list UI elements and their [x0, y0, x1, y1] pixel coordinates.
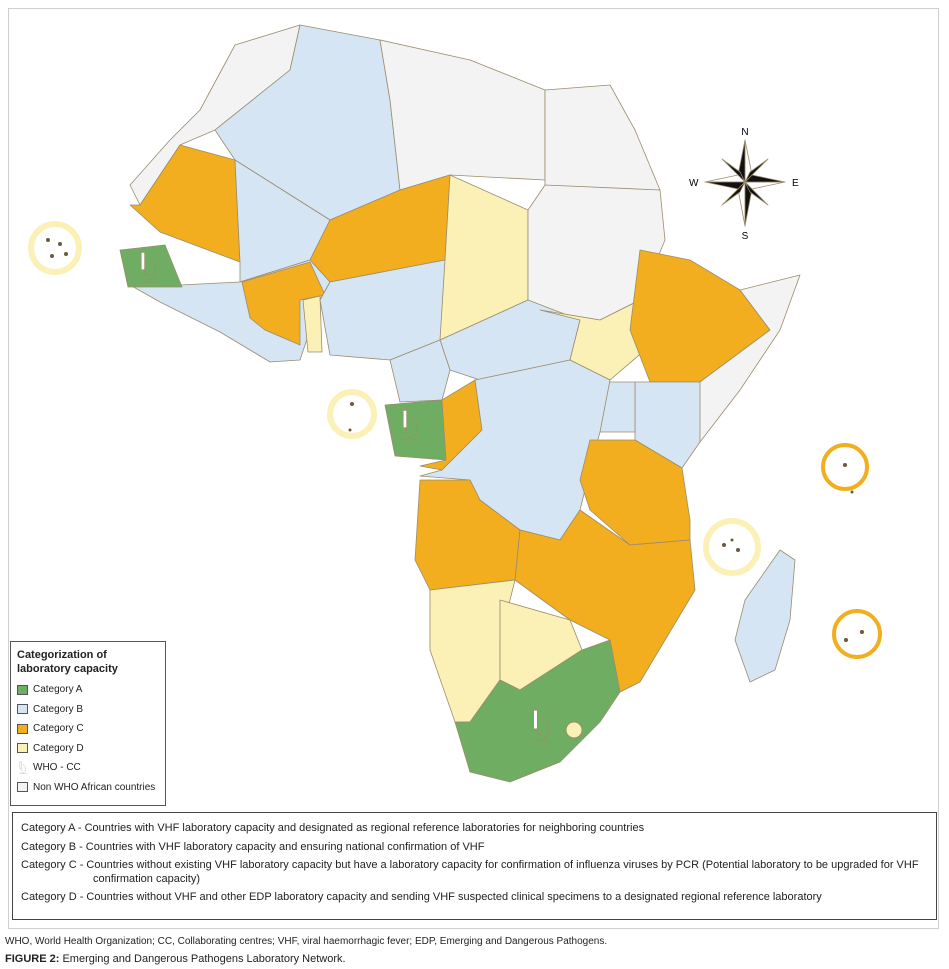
compass-north: N — [741, 127, 748, 138]
cameroon — [389, 339, 451, 403]
legend-item: Category D — [17, 739, 159, 759]
southeast-africa — [514, 509, 696, 693]
compass: N S E W — [689, 127, 799, 242]
category-description: Category A - Countries with VHF laborato… — [21, 822, 645, 834]
madagascar — [734, 549, 796, 683]
category-description: Category C - Countries without existing … — [21, 859, 919, 885]
legend: Categorization of laboratory capacity Ca… — [10, 641, 166, 806]
legend-swatch — [17, 704, 28, 715]
islands — [28, 221, 882, 659]
legend-items: Category A Category B Category C Category D… — [17, 680, 159, 797]
africa-map: N S E W — [28, 24, 882, 783]
mauritius-ring — [832, 609, 882, 659]
legend-swatch — [17, 743, 28, 754]
togo-benin — [302, 295, 323, 353]
legend-label: Category B — [33, 703, 84, 715]
burkina-ghana — [241, 261, 326, 346]
seychelles-ring — [821, 443, 869, 491]
legend-label: Category D — [33, 742, 84, 754]
category-descriptions: Category A - Countries with VHF laborato… — [12, 812, 937, 920]
senegal — [119, 244, 183, 288]
figure-frame — [8, 8, 939, 929]
caption-label: FIGURE 2: — [5, 953, 60, 965]
caption: FIGURE 2: Emerging and Dangerous Pathoge… — [5, 953, 346, 965]
legend-title: Categorization of laboratory capacity — [17, 649, 118, 675]
caption-text: Emerging and Dangerous Pathogens Laborat… — [62, 953, 346, 965]
countries — [119, 24, 801, 783]
legend-item: Non WHO African countries — [17, 778, 159, 798]
legend-swatch — [17, 782, 28, 793]
legend-item: WHO - CC — [17, 758, 159, 778]
lesotho — [565, 721, 583, 739]
legend-item: Category B — [17, 700, 159, 720]
legend-label: Category C — [33, 723, 84, 735]
legend-item: Category A — [17, 680, 159, 700]
legend-label: Category A — [33, 684, 83, 696]
libya — [379, 39, 546, 191]
comoros-halo — [703, 518, 761, 576]
footnote: WHO, World Health Organization; CC, Coll… — [5, 936, 608, 947]
legend-swatch — [17, 684, 28, 695]
legend-label: Non WHO African countries — [33, 781, 156, 793]
egypt — [544, 84, 661, 191]
category-description: Category B - Countries with VHF laborato… — [21, 840, 485, 853]
mauritania — [129, 144, 241, 263]
category-description: Category D - Countries without VHF and o… — [21, 891, 822, 903]
compass-east: E — [792, 178, 799, 189]
south-sudan — [539, 299, 646, 381]
island-dots — [46, 238, 864, 642]
legend-icon — [18, 761, 28, 774]
gabon — [384, 399, 447, 461]
compass-west: W — [689, 178, 699, 189]
legend-label: WHO - CC — [33, 762, 81, 774]
legend-item: Category C — [17, 719, 159, 739]
sao-tome-halo — [327, 389, 377, 439]
compass-south: S — [742, 231, 749, 242]
cape-verde-halo — [28, 221, 82, 275]
legend-swatch — [17, 723, 28, 734]
